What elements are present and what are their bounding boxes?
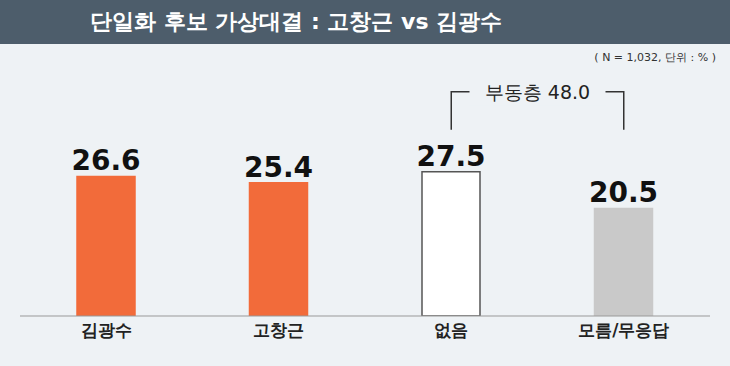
html-text:( N = 1,032, 단위 : % ): ( N = 1,032, 단위 : % ) (594, 51, 716, 64)
svg-text:부동층 48.0: 부동층 48.0 (485, 81, 590, 103)
html-text:단일화 후보 가상대결 : 고창근 vs 김광수: 단일화 후보 가상대결 : 고창근 vs 김광수 (90, 9, 503, 34)
svg-text:고창근: 고창근 (253, 320, 304, 340)
svg-text:없음: 없음 (434, 320, 468, 340)
svg-text:김광수: 김광수 (81, 320, 132, 340)
svg-text:26.6: 26.6 (71, 144, 140, 177)
svg-text:모름/무응답: 모름/무응답 (578, 320, 669, 340)
svg-text:27.5: 27.5 (416, 140, 485, 173)
svg-text:25.4: 25.4 (244, 151, 313, 184)
svg-text:20.5: 20.5 (589, 176, 658, 209)
